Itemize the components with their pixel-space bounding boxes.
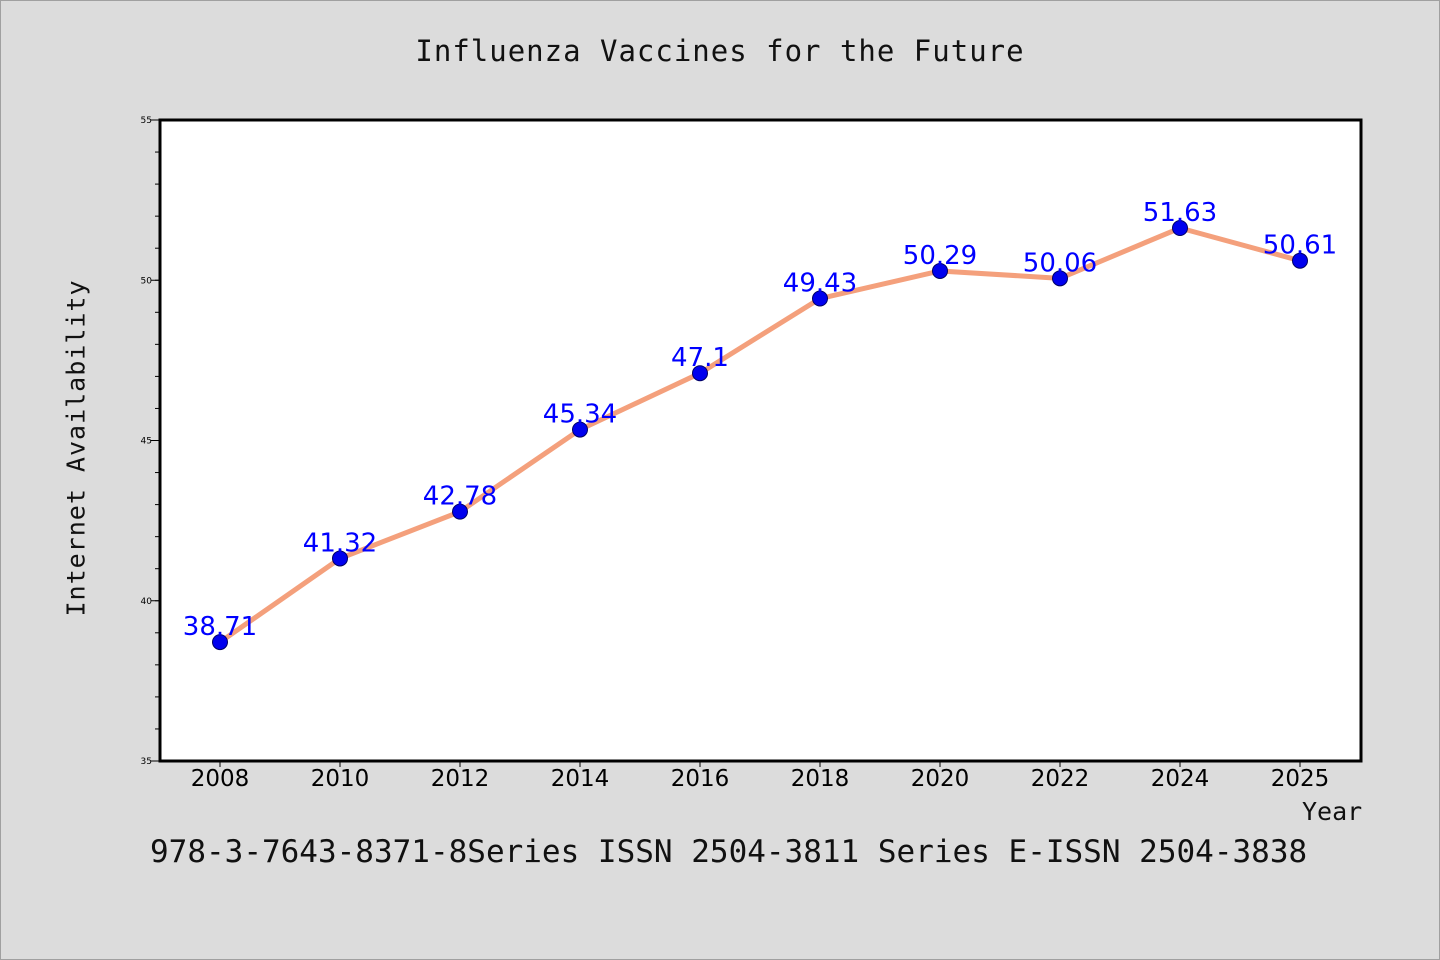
data-label: 45.34	[543, 400, 617, 430]
x-tick-label: 2016	[671, 766, 730, 792]
data-label: 41.32	[303, 528, 377, 558]
x-tick-label: 2025	[1271, 766, 1330, 792]
plot-area	[158, 118, 1363, 763]
data-point	[812, 290, 828, 307]
data-point	[932, 262, 948, 279]
y-tick-label: 35	[141, 757, 152, 767]
x-tick-label: 2020	[911, 766, 970, 792]
data-point	[1172, 220, 1188, 237]
x-tick-label: 2010	[311, 766, 370, 792]
x-tick-label: 2022	[1031, 766, 1090, 792]
chart-title: Influenza Vaccines for the Future	[415, 34, 1025, 68]
y-tick-label: 50	[141, 276, 153, 286]
data-label: 51.63	[1143, 198, 1217, 228]
y-tick-label: 45	[141, 437, 152, 447]
data-point	[1292, 252, 1308, 269]
x-tick-label: 2018	[791, 766, 850, 792]
data-label: 50.06	[1023, 248, 1097, 278]
data-point	[572, 421, 588, 438]
footer-note: 978-3-7643-8371-8Series ISSN 2504-3811 S…	[150, 834, 1308, 870]
series-line	[217, 225, 1303, 645]
data-label: 50.29	[903, 241, 977, 271]
data-point	[212, 634, 228, 651]
data-label: 47.1	[671, 343, 729, 373]
series-group: 38.71 41.32 42.78 45.34 47.1 49.43 50.29 50.06 5…	[183, 198, 1337, 651]
y-axis-ticks: 35 40 45 50 55	[141, 116, 160, 767]
data-label: 50.61	[1263, 231, 1337, 261]
data-point	[452, 503, 468, 520]
data-point	[332, 550, 348, 567]
data-label: 42.78	[423, 482, 497, 512]
data-label: 38.71	[183, 612, 257, 642]
data-point	[692, 365, 708, 382]
x-tick-label: 2024	[1151, 766, 1210, 792]
data-label: 49.43	[783, 269, 857, 299]
x-tick-label: 2012	[431, 766, 490, 792]
x-axis-label: Year	[1302, 797, 1363, 826]
data-point	[1052, 270, 1068, 287]
x-axis-ticks: 2008 2010 2012 2014 2016 2018 2020 2022 2024 2025	[191, 761, 1330, 792]
x-tick-label: 2008	[191, 766, 250, 792]
x-tick-label: 2014	[551, 766, 610, 792]
y-tick-label: 40	[141, 597, 153, 607]
y-tick-label: 55	[141, 116, 152, 126]
